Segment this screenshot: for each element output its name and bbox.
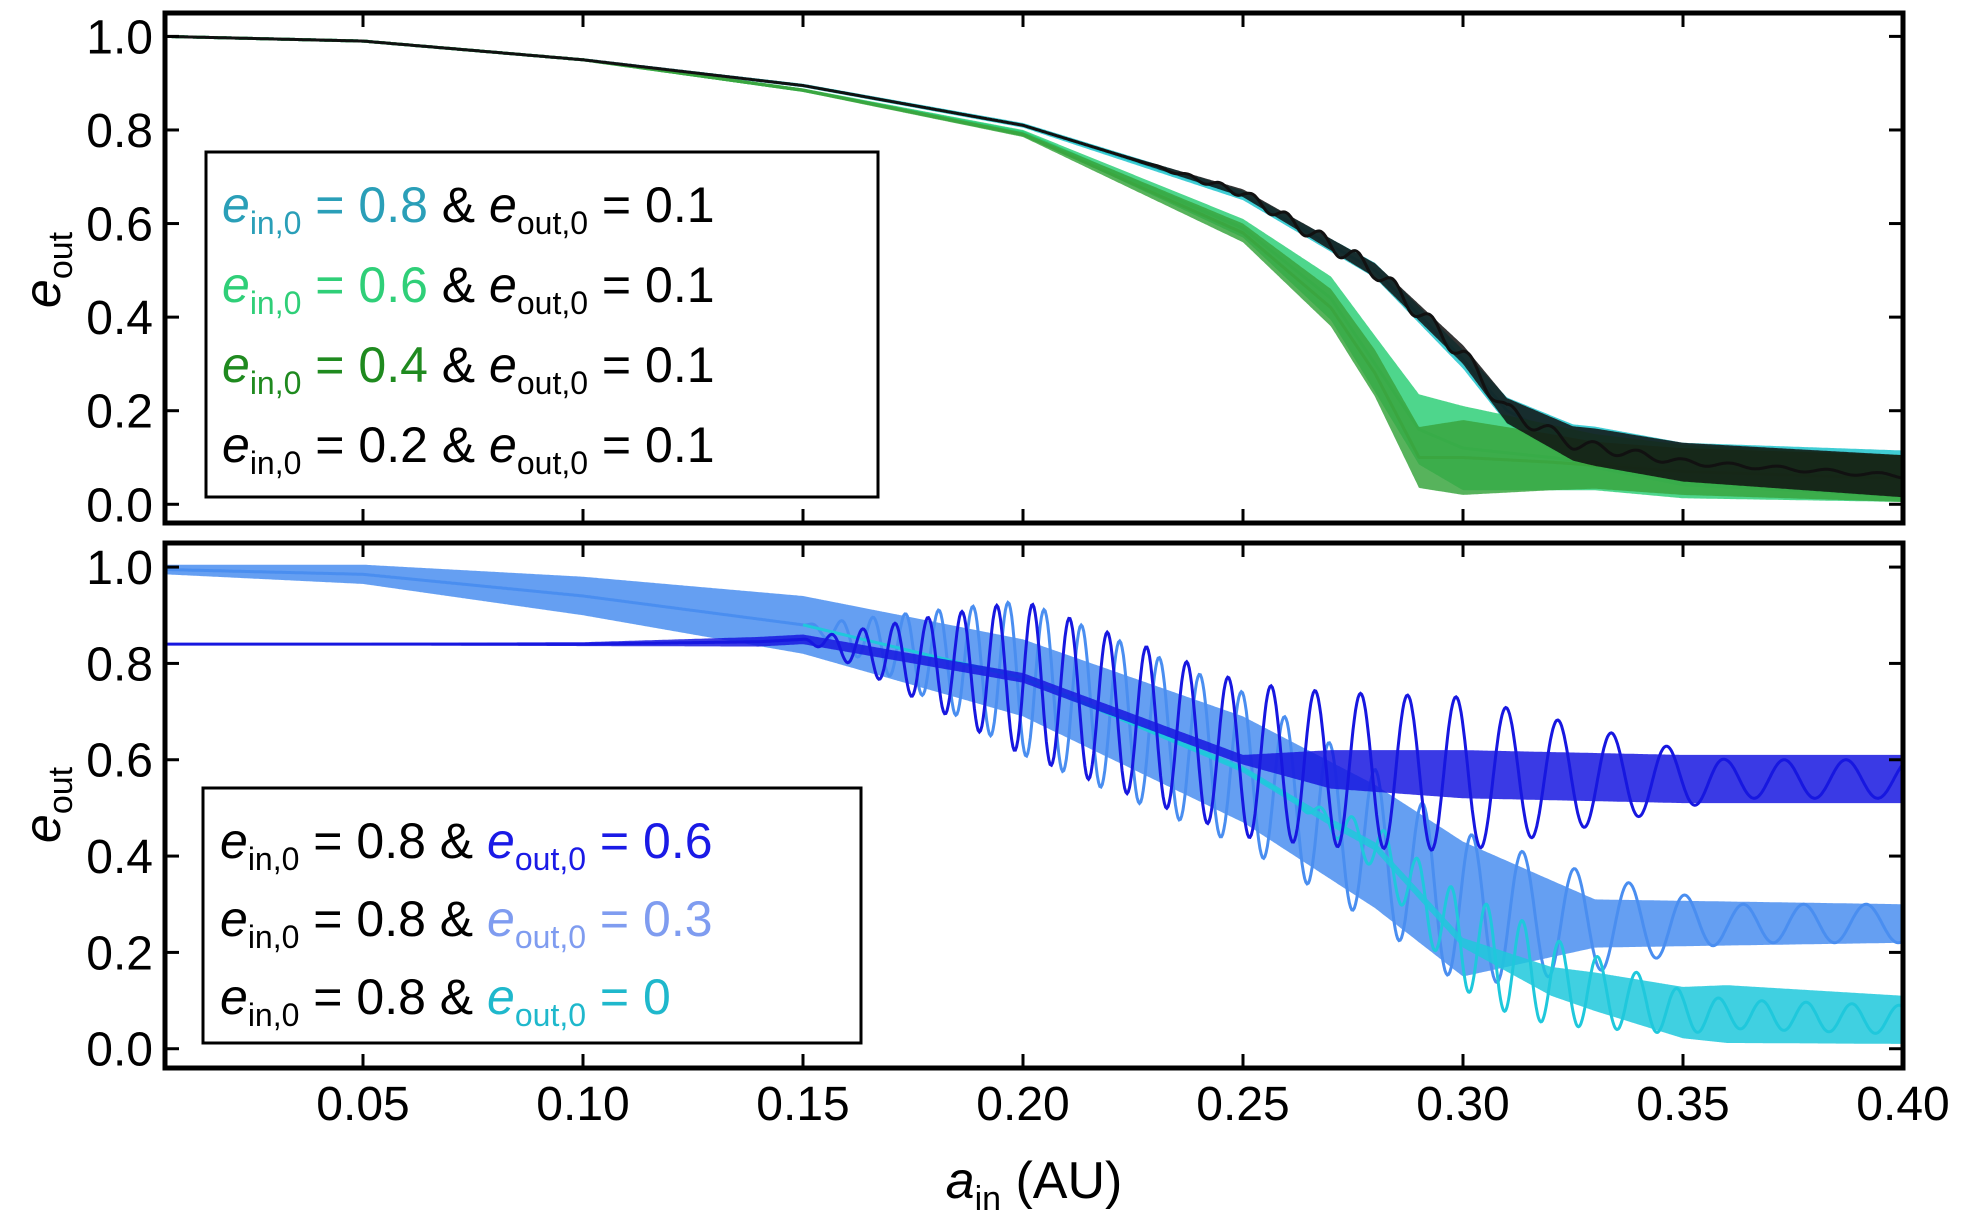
bottom-legend-entry: ein,0 = 0.8 & eout,0 = 0 — [220, 969, 671, 1033]
bottom-xlabel: ain (AU) — [946, 1152, 1123, 1218]
y-tick-label: 0.0 — [86, 479, 153, 532]
bottom-legend-box — [201, 786, 863, 1045]
y-tick-label: 1.0 — [86, 542, 153, 595]
top-legend-entry: ein,0 = 0.2 & eout,0 = 0.1 — [222, 417, 715, 481]
bottom-panel: 0.00.20.40.60.81.0 0.05 0.10 0.15 0.20 0.25 0… — [14, 13, 1950, 1218]
bottom-legend-entry: ein,0 = 0.8 & eout,0 = 0.3 — [220, 891, 713, 955]
y-tick-label: 0.6 — [86, 735, 153, 788]
bottom-legend-entry: ein,0 = 0.8 & eout,0 = 0.6 — [220, 813, 713, 877]
x-tick-label: 0.25 — [1196, 1078, 1289, 1131]
series-band — [803, 624, 1903, 1044]
x-tick-label: 0.05 — [316, 1078, 409, 1131]
y-tick-label: 0.2 — [86, 927, 153, 980]
y-tick-label: 0.0 — [86, 1024, 153, 1077]
top-panel: 0.0 0.2 0.4 0.6 0.8 1.0 eout ein,0 = 0.8 & eo… — [14, 10, 1906, 532]
y-tick-label: 0.8 — [86, 638, 153, 691]
top-frame — [162, 10, 1906, 526]
bottom-x-ticks: 0.05 0.10 0.15 0.20 0.25 0.30 0.35 0.40 — [316, 13, 1950, 1131]
top-legend-entry: ein,0 = 0.8 & eout,0 = 0.1 — [222, 177, 715, 241]
top-ylabel: eout — [14, 231, 80, 308]
x-tick-label: 0.15 — [756, 1078, 849, 1131]
top-plot-area — [165, 34, 1904, 502]
y-tick-label: 0.8 — [86, 105, 153, 158]
top-legend-box — [204, 150, 880, 499]
series-line — [165, 568, 1904, 985]
y-tick-label: 1.0 — [86, 11, 153, 64]
x-tick-label: 0.40 — [1856, 1078, 1949, 1131]
bottom-frame — [162, 540, 1906, 1071]
x-tick-label: 0.30 — [1416, 1078, 1509, 1131]
x-tick-label: 0.20 — [976, 1078, 1069, 1131]
x-tick-label: 0.10 — [536, 1078, 629, 1131]
top-legend-entry: ein,0 = 0.4 & eout,0 = 0.1 — [222, 337, 715, 401]
y-tick-label: 0.2 — [86, 386, 153, 439]
x-tick-label: 0.35 — [1636, 1078, 1729, 1131]
series-line — [165, 34, 1904, 480]
y-tick-label: 0.4 — [86, 831, 153, 884]
bottom-y-ticks: 0.0 0.2 0.4 0.6 0.8 1.0 — [86, 542, 1903, 1077]
series-band — [165, 564, 1903, 977]
top-y-ticks: 0.0 0.2 0.4 0.6 0.8 1.0 — [86, 11, 1903, 532]
y-tick-label: 0.6 — [86, 199, 153, 252]
top-legend-entry: ein,0 = 0.6 & eout,0 = 0.1 — [222, 257, 715, 321]
series-line — [165, 602, 1905, 852]
bottom-ylabel: eout — [14, 766, 80, 843]
bottom-plot-area — [165, 564, 1905, 1044]
y-tick-label: 0.4 — [86, 292, 153, 345]
top-legend: ein,0 = 0.8 & eout,0 = 0.1 ein,0 = 0.6 &… — [204, 150, 880, 499]
bottom-legend: ein,0 = 0.8 & eout,0 = 0.6 ein,0 = 0.8 &… — [201, 786, 863, 1045]
